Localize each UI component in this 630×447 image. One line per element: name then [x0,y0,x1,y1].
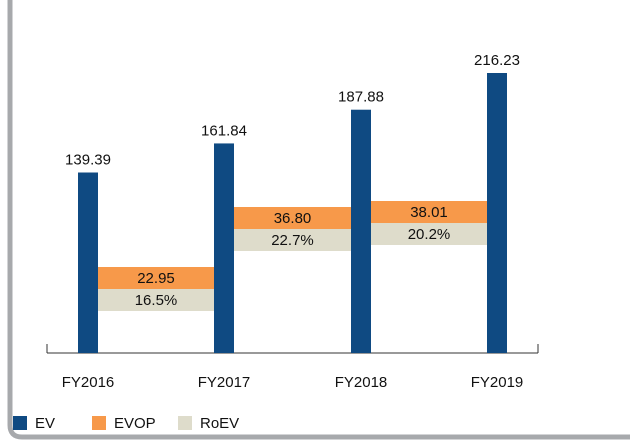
x-tick-label: FY2018 [335,374,388,391]
roev-label: 20.2% [408,226,451,243]
ev-value-label: 216.23 [474,52,520,69]
evop-label: 36.80 [274,210,312,227]
roev-box [234,229,351,251]
frame [7,0,630,440]
roev-label: 22.7% [271,232,314,249]
ev-bar [487,73,507,353]
legend-swatch [92,416,106,430]
ev-bar [78,172,98,353]
ev-value-label: 161.84 [201,122,247,139]
roev-label: 16.5% [135,292,178,309]
x-tick-label: FY2019 [471,374,524,391]
roev-box [98,289,214,311]
legend-swatch [13,416,27,430]
x-tick-label: FY2017 [198,374,251,391]
evop-label: 22.95 [137,270,175,287]
evop-box [234,207,351,229]
legend-label: EV [35,415,55,432]
evop-box [371,201,487,223]
ev-value-label: 187.88 [338,89,384,106]
evop-box [98,267,214,289]
evop-label: 38.01 [410,204,448,221]
legend-swatch [178,416,192,430]
x-tick-label: FY2016 [62,374,115,391]
legend-label: RoEV [200,415,239,432]
legend-label: EVOP [114,415,156,432]
ev-bar [214,143,234,353]
roev-box [371,223,487,245]
ev-value-label: 139.39 [65,151,111,168]
ev-bar [351,109,371,353]
